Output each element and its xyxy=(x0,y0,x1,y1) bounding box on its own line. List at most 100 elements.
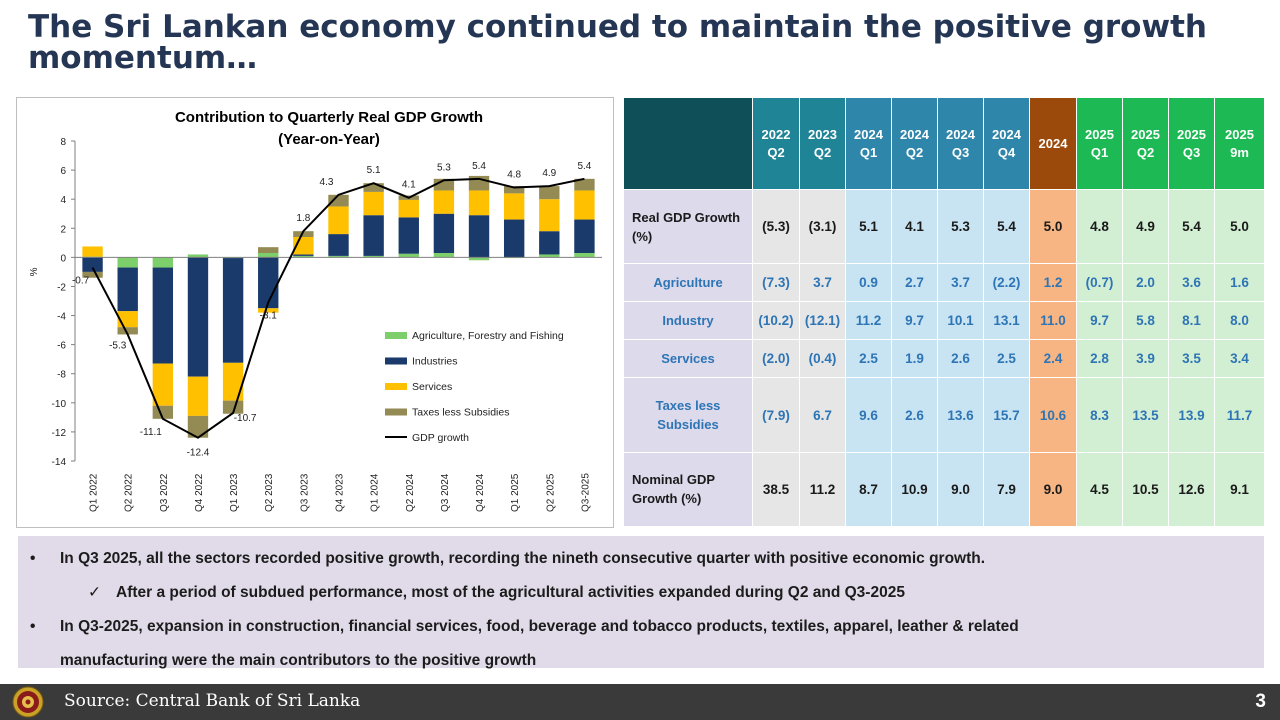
bar-segment xyxy=(468,257,490,261)
bar-segment xyxy=(222,362,244,401)
y-tick-label: -14 xyxy=(52,457,67,468)
column-header-year: 2024 xyxy=(1038,135,1068,151)
legend-swatch xyxy=(385,383,407,390)
bar-segment xyxy=(363,183,384,192)
table-column-header: 2023 Q2 xyxy=(799,97,846,190)
column-header-year: 2024 xyxy=(946,126,975,142)
gdp-growth-line xyxy=(91,177,585,439)
bar-segment xyxy=(574,190,595,220)
gdp-data-label: 5.4 xyxy=(472,161,486,172)
bar-segment xyxy=(117,327,138,335)
bar-segment xyxy=(574,219,595,253)
x-tick-label: Q1 2023 xyxy=(229,473,240,512)
table-cell: 1.6 xyxy=(1214,263,1265,303)
bar-segment xyxy=(258,253,279,258)
column-header-period: Q2 xyxy=(1136,144,1155,160)
table-row: Taxes less Subsidies (7.9) 6.7 9.6 2.6 13.6 15… xyxy=(623,377,1265,453)
central-bank-seal-icon xyxy=(12,686,44,718)
gdp-data-label: -12.4 xyxy=(187,448,210,459)
bar-segment xyxy=(539,231,560,255)
x-tick-label: Q3 2022 xyxy=(159,473,170,512)
bar-segment xyxy=(152,363,174,406)
table-cell: 1.2 xyxy=(1029,263,1077,303)
x-tick-label: Q3-2025 xyxy=(580,473,591,512)
note-bullet-2-text: In Q3-2025, expansion in construction, f… xyxy=(60,618,1019,635)
table-cell: 7.9 xyxy=(983,451,1030,528)
column-header-year: 2023 xyxy=(808,126,837,142)
table-cell: 3.5 xyxy=(1168,339,1215,379)
bullet-icon: • xyxy=(30,618,36,635)
table-row: Agriculture (7.3) 3.7 0.9 2.7 3.7 (2.2) 1.2 (0.7… xyxy=(623,263,1265,303)
table-cell: 2.5 xyxy=(983,339,1030,379)
table-cell: 10.6 xyxy=(1029,377,1077,453)
table-cell: 8.7 xyxy=(845,451,892,528)
column-header-period: Q1 xyxy=(1090,144,1109,160)
table-cell: 3.6 xyxy=(1168,263,1215,303)
gdp-data-label: -0.7 xyxy=(72,276,90,287)
table-column-header: 2024 Q3 xyxy=(937,97,984,190)
table-cell: 4.9 xyxy=(1122,188,1169,265)
table-cell: 0.9 xyxy=(845,263,892,303)
bar-segment xyxy=(117,267,138,312)
bar-segment xyxy=(539,254,560,258)
footer-bar: Source: Central Bank of Sri Lanka 3 xyxy=(0,684,1280,720)
table-cell: 11.2 xyxy=(799,451,846,528)
bar-segment xyxy=(433,213,455,253)
page-number: 3 xyxy=(1255,691,1266,712)
bar-segment xyxy=(187,257,209,377)
table-header-row: 2022 Q2 2023 Q2 2024 Q1 2024 Q2 2024 Q3 2024 Q4 2024… xyxy=(623,97,1265,190)
x-tick-label: Q1 2025 xyxy=(510,473,521,512)
table-column-header: 2024 Q4 xyxy=(983,97,1030,190)
bar-segment xyxy=(433,178,455,191)
gdp-data-label: 4.9 xyxy=(542,168,556,179)
table-corner xyxy=(623,97,753,190)
table-column-header: 2025 9m xyxy=(1214,97,1265,190)
table-cell: 13.9 xyxy=(1168,377,1215,453)
table-cell: 9.7 xyxy=(1076,301,1123,341)
table-cell: 2.8 xyxy=(1076,339,1123,379)
bullet-icon: • xyxy=(30,550,36,567)
gdp-data-label: 1.8 xyxy=(296,213,310,224)
bar-segment xyxy=(258,257,279,309)
note-bullet-2-continuation: manufacturing were the main contributors… xyxy=(60,652,537,669)
bar-segment xyxy=(574,253,595,258)
note-bullet-1: • In Q3 2025, all the sectors recorded p… xyxy=(30,542,1254,576)
x-tick-label: Q1 2024 xyxy=(370,473,381,512)
gdp-data-label: 5.4 xyxy=(577,161,591,172)
x-tick-label: Q4 2022 xyxy=(194,473,205,512)
table-row-label: Taxes less Subsidies xyxy=(623,377,753,453)
legend-label: Industries xyxy=(412,356,458,368)
bar-segment xyxy=(328,255,349,258)
table-cell: 3.7 xyxy=(799,263,846,303)
bar-segment xyxy=(328,234,349,256)
bar-segment xyxy=(187,376,209,416)
bar-segment xyxy=(258,247,279,253)
note-sub-bullet-1-text: After a period of subdued performance, m… xyxy=(116,584,905,601)
table-cell: (2.2) xyxy=(983,263,1030,303)
table-cell: 15.7 xyxy=(983,377,1030,453)
table-row: Services (2.0) (0.4) 2.5 1.9 2.6 2.5 2.4 2.8 3.9 3… xyxy=(623,339,1265,379)
bar-segment xyxy=(152,257,174,268)
table-cell: 2.5 xyxy=(845,339,892,379)
table-cell: 3.7 xyxy=(937,263,984,303)
bar-segment xyxy=(82,257,103,272)
chart-svg: Contribution to Quarterly Real GDP Growt… xyxy=(29,109,602,512)
y-tick-label: -4 xyxy=(57,312,66,323)
gdp-data-label: 4.1 xyxy=(402,180,416,191)
table-cell: 5.0 xyxy=(1214,188,1265,265)
column-header-year: 2022 xyxy=(761,126,791,142)
legend-label: Taxes less Subsidies xyxy=(412,407,509,419)
table-column-header: 2024 Q2 xyxy=(891,97,938,190)
note-bullet-2: • In Q3-2025, expansion in construction,… xyxy=(30,610,1254,644)
table-cell: 9.0 xyxy=(937,451,984,528)
x-tick-label: Q3 2023 xyxy=(299,473,310,512)
bar-segment xyxy=(468,215,490,258)
table-cell: (0.7) xyxy=(1076,263,1123,303)
table-row: Industry (10.2) (12.1) 11.2 9.7 10.1 13.1 11.0 9… xyxy=(623,301,1265,341)
table-cell: (10.2) xyxy=(752,301,800,341)
y-tick-label: 2 xyxy=(60,224,66,235)
table-row-label: Real GDP Growth (%) xyxy=(623,188,753,265)
table-cell: 11.7 xyxy=(1214,377,1265,453)
legend-label: Agriculture, Forestry and Fishing xyxy=(412,330,564,342)
table-cell: 2.4 xyxy=(1029,339,1077,379)
